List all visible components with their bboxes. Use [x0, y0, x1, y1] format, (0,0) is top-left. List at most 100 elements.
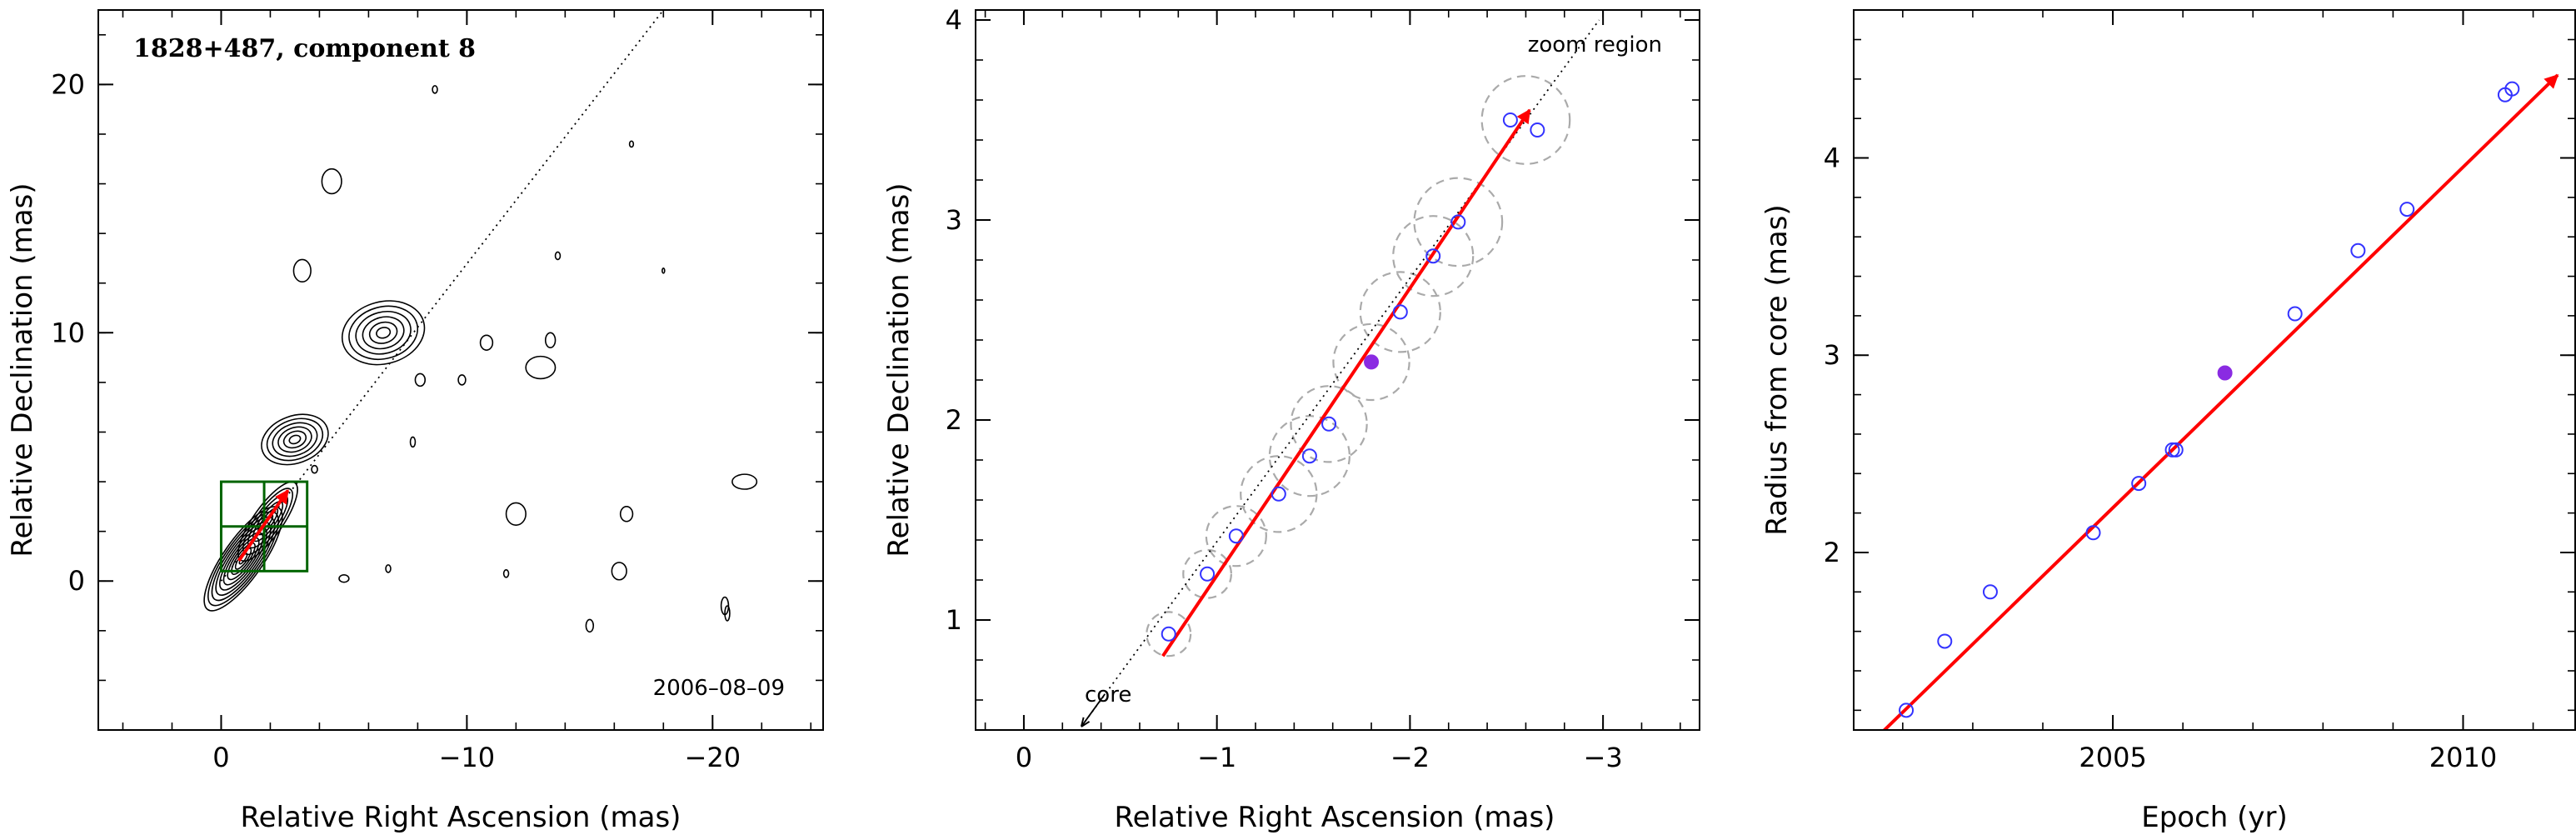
noise-contour: [505, 502, 527, 527]
y-tick-label: 3: [946, 204, 962, 236]
noise-contour: [338, 573, 350, 583]
position-point: [1425, 248, 1441, 264]
contour-level: [272, 422, 318, 458]
zoom-region-plot-area: [1081, 19, 1600, 727]
component-size-circle: [1480, 75, 1571, 165]
x-tick-label: −1: [1197, 742, 1236, 773]
panel1-y-axis-label: Relative Declination (mas): [6, 182, 39, 557]
motion-arrow: [1161, 108, 1531, 658]
radius-point: [2504, 81, 2520, 97]
radius-point: [2131, 476, 2147, 492]
position-point: [1161, 626, 1176, 642]
position-point: [1228, 528, 1244, 544]
knot-contours-b: [341, 300, 426, 366]
contour-level: [288, 434, 302, 445]
position-point: [1530, 122, 1545, 138]
component-size-circle: [1332, 322, 1410, 402]
position-angle-line: [220, 10, 665, 582]
x-tick-label: −10: [439, 742, 496, 773]
contour-level: [207, 511, 280, 607]
component-size-circle: [1392, 215, 1475, 298]
radius-point: [2164, 442, 2180, 458]
noise-contour: [585, 618, 595, 633]
radius-point: [2085, 525, 2101, 541]
position-point: [1450, 214, 1466, 230]
epoch-date-label: 2006–08–09: [653, 676, 785, 701]
contour-map-plot-area: [203, 10, 758, 633]
core-direction-arrow: [1081, 693, 1106, 726]
noise-contour: [311, 464, 318, 474]
radius-vs-epoch-panel: 2005 2010 2 3 4 Epoch (yr) Radius from core …: [1760, 9, 2576, 834]
noise-contour: [619, 506, 634, 522]
noise-contour: [479, 334, 494, 351]
panel1-ticks: 0 −10 −20 0 10 20: [51, 10, 823, 773]
y-tick-label: 4: [946, 4, 962, 36]
core-label: core: [1085, 682, 1131, 708]
component-size-circle: [1146, 611, 1192, 658]
x-tick-label: 0: [212, 742, 229, 773]
radius-point: [2399, 202, 2415, 218]
highlight-point: [2217, 365, 2233, 381]
y-tick-label: 2: [946, 404, 962, 436]
y-tick-label: 2: [1824, 537, 1840, 568]
linear-fit-arrow: [1882, 73, 2559, 730]
noise-contour: [731, 473, 758, 490]
noise-contour: [385, 564, 392, 573]
contour-map-panel: 0 −10 −20 0 10 20 1828+487, component 8 2006–…: [6, 9, 824, 834]
x-tick-label: 2005: [2079, 742, 2146, 773]
noise-contour: [724, 605, 731, 622]
noise-contour: [611, 562, 627, 581]
contour-level: [376, 327, 392, 339]
x-tick-label: −2: [1390, 742, 1430, 773]
noise-contour: [502, 569, 510, 578]
position-point: [1271, 486, 1286, 502]
component-size-circle: [1413, 177, 1504, 268]
radius-point: [1937, 633, 1953, 649]
component-size-circle: [1182, 548, 1232, 599]
contour-level: [348, 305, 419, 360]
radius-vs-epoch-plot-area: [1882, 73, 2559, 730]
contour-level: [341, 300, 426, 366]
noise-contour: [432, 85, 438, 94]
position-point: [1301, 448, 1317, 464]
panel2-frame: [975, 9, 1700, 731]
position-angle-line: [1081, 19, 1600, 727]
radius-point: [2350, 242, 2366, 258]
component-size-circle: [1359, 271, 1441, 353]
radius-point: [2168, 442, 2184, 458]
radius-point: [1982, 584, 1998, 600]
panel3-ticks: 2005 2010 2 3 4: [1824, 10, 2575, 773]
noise-contour: [292, 258, 312, 283]
panel1-frame: [97, 9, 824, 731]
contour-level: [362, 316, 405, 350]
noise-contour: [628, 140, 635, 148]
position-point: [1321, 416, 1337, 432]
y-tick-label: 20: [51, 68, 85, 100]
noise-contour: [409, 436, 417, 448]
contour-level: [222, 532, 264, 586]
x-tick-label: 2010: [2429, 742, 2497, 773]
motion-arrow: [237, 489, 290, 562]
noise-contour: [525, 355, 557, 380]
component-size-circle: [1268, 415, 1350, 498]
panel2-ticks: 0 −1 −2 −3 1 2 3 4: [946, 4, 1700, 773]
noise-contour: [457, 374, 467, 386]
zoom-region-label: zoom region: [1528, 32, 1662, 58]
knot-contours-a: [261, 413, 329, 466]
highlight-point: [1364, 354, 1380, 370]
noise-contour: [544, 332, 557, 348]
radius-point: [2287, 306, 2303, 322]
noise-contour: [661, 268, 666, 274]
component-size-circle: [1205, 505, 1267, 568]
contour-level: [277, 426, 312, 453]
position-point: [1502, 112, 1518, 128]
position-point: [1392, 304, 1408, 320]
y-tick-label: 4: [1824, 142, 1840, 174]
x-tick-label: −3: [1584, 742, 1623, 773]
noise-contour: [321, 168, 342, 195]
x-tick-label: 0: [1016, 742, 1032, 773]
position-point: [1200, 566, 1216, 582]
y-tick-label: 10: [51, 317, 85, 348]
contour-level: [215, 521, 272, 596]
